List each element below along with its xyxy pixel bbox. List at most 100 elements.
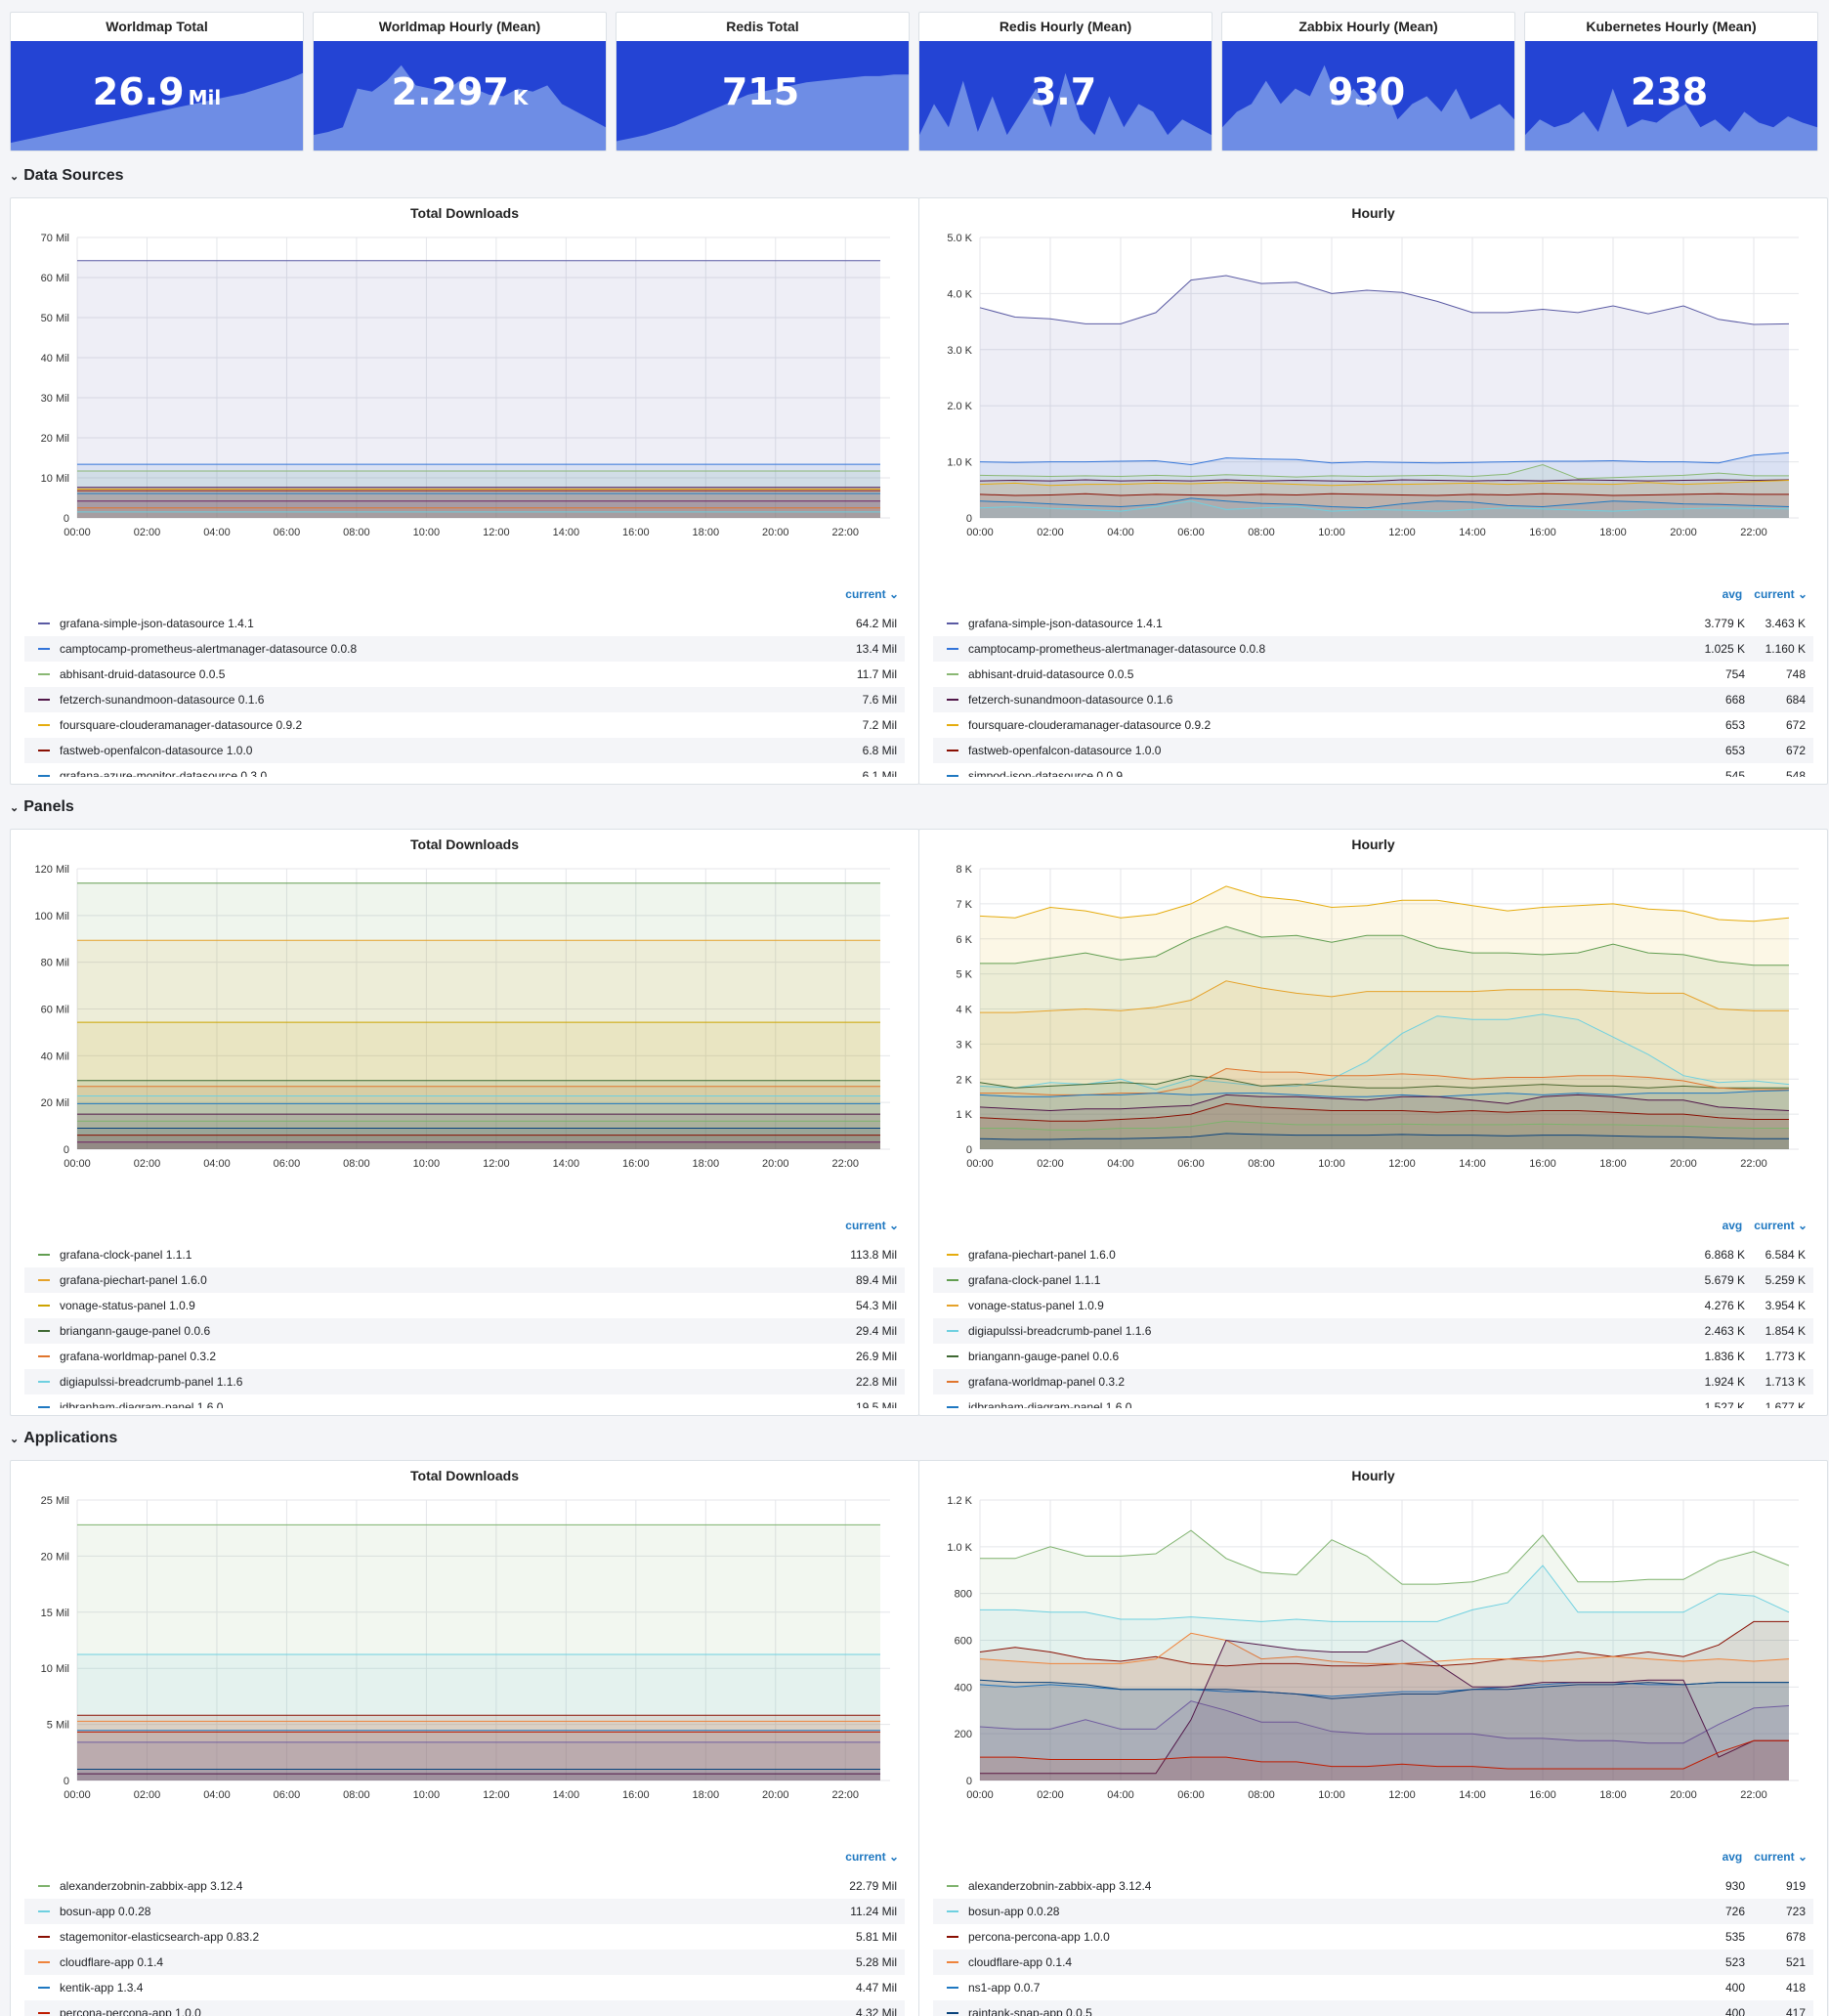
series-line: [979, 451, 1790, 466]
legend-item[interactable]: grafana-worldmap-panel 0.3.2 1.924 K 1.713…: [933, 1369, 1813, 1394]
legend-item[interactable]: simpod-json-datasource 0.0.9 545 548: [933, 763, 1813, 777]
stat-panel[interactable]: Kubernetes Hourly (Mean) 238: [1524, 12, 1818, 151]
chart-plot[interactable]: 0 1.0 K 2.0 K 3.0 K 4.0 K 5.0 K 00:00 02:00 04:0…: [919, 228, 1827, 550]
stat-panel[interactable]: Zabbix Hourly (Mean) 930: [1221, 12, 1515, 151]
legend-item[interactable]: bosun-app 0.0.28 11.24 Mil: [24, 1899, 905, 1924]
legend-sort-current[interactable]: current ⌄: [1754, 587, 1808, 601]
legend-item[interactable]: grafana-simple-json-datasource 1.4.1 64.2…: [24, 611, 905, 636]
legend-item[interactable]: grafana-piechart-panel 1.6.0 6.868 K 6.584…: [933, 1242, 1813, 1267]
legend-sort-current[interactable]: current ⌄: [845, 587, 899, 601]
legend-sort-avg[interactable]: avg: [1722, 1850, 1743, 1864]
x-tick-label: 22:00: [1740, 1158, 1767, 1170]
y-tick-label: 60 Mil: [41, 273, 69, 284]
x-tick-label: 16:00: [1529, 527, 1556, 538]
legend-color-swatch: [947, 1305, 958, 1307]
legend-item[interactable]: grafana-clock-panel 1.1.1 5.679 K 5.259 K: [933, 1267, 1813, 1293]
stat-panel[interactable]: Redis Hourly (Mean) 3.7: [918, 12, 1212, 151]
legend-sort-current[interactable]: current ⌄: [1754, 1850, 1808, 1864]
hourly-panel[interactable]: Hourly 0 1.0 K 2.0 K 3.0 K 4.0 K 5.0 K 00:00 02:…: [918, 197, 1828, 785]
legend-sort-avg[interactable]: avg: [1722, 1219, 1743, 1232]
legend-item[interactable]: fastweb-openfalcon-datasource 1.0.0 6.8 M…: [24, 738, 905, 763]
legend-list[interactable]: grafana-clock-panel 1.1.1 113.8 Mil grafan…: [24, 1242, 905, 1408]
legend-item[interactable]: camptocamp-prometheus-alertmanager-datas…: [933, 636, 1813, 662]
legend-list[interactable]: alexanderzobnin-zabbix-app 3.12.4 22.79 M…: [24, 1873, 905, 2016]
stat-number: 26.9: [92, 70, 185, 113]
legend-item[interactable]: kentik-app 1.3.4 4.47 Mil: [24, 1975, 905, 2000]
row-header[interactable]: ⌄ Applications: [10, 1427, 117, 1450]
legend-item[interactable]: foursquare-clouderamanager-datasource 0.…: [933, 712, 1813, 738]
series-area: [77, 500, 880, 518]
legend-list[interactable]: grafana-simple-json-datasource 1.4.1 64.2…: [24, 611, 905, 777]
legend-current-value: 672: [1785, 744, 1806, 757]
legend-item[interactable]: grafana-simple-json-datasource 1.4.1 3.77…: [933, 611, 1813, 636]
series-line: [980, 980, 1789, 1013]
legend-item[interactable]: fetzerch-sunandmoon-datasource 0.1.6 7.6 …: [24, 687, 905, 712]
legend-item[interactable]: percona-percona-app 1.0.0 535 678: [933, 1924, 1813, 1950]
legend-item[interactable]: raintank-snap-app 0.0.5 400 417: [933, 2000, 1813, 2016]
series-line: [979, 1013, 1790, 1091]
chart-plot[interactable]: 0 1 K 2 K 3 K 4 K 5 K 6 K 7 K 8 K 00:00 02:00 04:00…: [919, 859, 1827, 1181]
legend-avg-value: 653: [1724, 744, 1745, 757]
chart-plot[interactable]: 0 20 Mil 40 Mil 60 Mil 80 Mil 100 Mil 120 Mil 0…: [11, 859, 918, 1181]
legend-item[interactable]: briangann-gauge-panel 0.0.6 1.836 K 1.773 …: [933, 1344, 1813, 1369]
y-tick-label: 3 K: [956, 1039, 972, 1051]
legend-color-swatch: [38, 2012, 50, 2014]
legend-list[interactable]: grafana-simple-json-datasource 1.4.1 3.77…: [933, 611, 1813, 777]
legend-item[interactable]: grafana-azure-monitor-datasource 0.3.0 6.…: [24, 763, 905, 777]
legend-item[interactable]: vonage-status-panel 1.0.9 54.3 Mil: [24, 1293, 905, 1318]
legend-item[interactable]: cloudflare-app 0.1.4 523 521: [933, 1950, 1813, 1975]
total-downloads-panel[interactable]: Total Downloads 0 5 Mil 10 Mil 15 Mil 20 Mil 2…: [10, 1460, 919, 2016]
hourly-panel[interactable]: Hourly 0 1 K 2 K 3 K 4 K 5 K 6 K 7 K 8 K 00:00 02:0…: [918, 829, 1828, 1416]
legend-item[interactable]: abhisant-druid-datasource 0.0.5 754 748: [933, 662, 1813, 687]
row-header[interactable]: ⌄ Data Sources: [10, 164, 123, 188]
legend-item[interactable]: jdbranham-diagram-panel 1.6.0 1.527 K 1.67…: [933, 1394, 1813, 1408]
total-downloads-panel[interactable]: Total Downloads 0 10 Mil 20 Mil 30 Mil 40 Mil…: [10, 197, 919, 785]
legend-list[interactable]: grafana-piechart-panel 1.6.0 6.868 K 6.584…: [933, 1242, 1813, 1408]
legend-sort-avg[interactable]: avg: [1722, 587, 1743, 601]
legend-item[interactable]: digiapulssi-breadcrumb-panel 1.1.6 2.463 …: [933, 1318, 1813, 1344]
stat-panel[interactable]: Redis Total 715: [616, 12, 910, 151]
x-tick-label: 00:00: [966, 1158, 994, 1170]
series-line: [979, 497, 1790, 509]
legend-item[interactable]: bosun-app 0.0.28 726 723: [933, 1899, 1813, 1924]
legend-list[interactable]: alexanderzobnin-zabbix-app 3.12.4 930 919 b…: [933, 1873, 1813, 2016]
legend-item[interactable]: percona-percona-app 1.0.0 4.32 Mil: [24, 2000, 905, 2016]
legend-item[interactable]: abhisant-druid-datasource 0.0.5 11.7 Mil: [24, 662, 905, 687]
legend-color-swatch: [947, 1406, 958, 1408]
legend-item[interactable]: cloudflare-app 0.1.4 5.28 Mil: [24, 1950, 905, 1975]
y-tick-label: 2 K: [956, 1074, 972, 1086]
legend-item[interactable]: jdbranham-diagram-panel 1.6.0 19.5 Mil: [24, 1394, 905, 1408]
legend-item[interactable]: vonage-status-panel 1.0.9 4.276 K 3.954 K: [933, 1293, 1813, 1318]
legend-item[interactable]: briangann-gauge-panel 0.0.6 29.4 Mil: [24, 1318, 905, 1344]
legend-item[interactable]: alexanderzobnin-zabbix-app 3.12.4 930 919: [933, 1873, 1813, 1899]
legend-item[interactable]: grafana-worldmap-panel 0.3.2 26.9 Mil: [24, 1344, 905, 1369]
legend-sort-current[interactable]: current ⌄: [1754, 1219, 1808, 1232]
row-header[interactable]: ⌄ Panels: [10, 795, 74, 819]
legend-item[interactable]: fetzerch-sunandmoon-datasource 0.1.6 668 6…: [933, 687, 1813, 712]
legend-item[interactable]: fastweb-openfalcon-datasource 1.0.0 653 67…: [933, 738, 1813, 763]
row-title: Applications: [23, 1430, 118, 1446]
total-downloads-panel[interactable]: Total Downloads 0 20 Mil 40 Mil 60 Mil 80 Mil…: [10, 829, 919, 1416]
hourly-panel[interactable]: Hourly 0 200 400 600 800 1.0 K 1.2 K 00:00 02:00 0…: [918, 1460, 1828, 2016]
chart-plot[interactable]: 0 10 Mil 20 Mil 30 Mil 40 Mil 50 Mil 60 Mil 70 …: [11, 228, 918, 550]
legend-item[interactable]: camptocamp-prometheus-alertmanager-datas…: [24, 636, 905, 662]
chart-plot[interactable]: 0 5 Mil 10 Mil 15 Mil 20 Mil 25 Mil 00:00 02:00…: [11, 1490, 918, 1813]
legend-item[interactable]: stagemonitor-elasticsearch-app 0.83.2 5.8…: [24, 1924, 905, 1950]
legend-item[interactable]: foursquare-clouderamanager-datasource 0.…: [24, 712, 905, 738]
legend-color-swatch: [38, 1254, 50, 1256]
legend-item[interactable]: ns1-app 0.0.7 400 418: [933, 1975, 1813, 2000]
legend-item[interactable]: digiapulssi-breadcrumb-panel 1.1.6 22.8 M…: [24, 1369, 905, 1394]
chart-plot[interactable]: 0 200 400 600 800 1.0 K 1.2 K 00:00 02:00 04:00 06…: [919, 1490, 1827, 1813]
x-tick-label: 08:00: [343, 1158, 370, 1170]
legend-item[interactable]: grafana-piechart-panel 1.6.0 89.4 Mil: [24, 1267, 905, 1293]
legend-item[interactable]: alexanderzobnin-zabbix-app 3.12.4 22.79 M…: [24, 1873, 905, 1899]
stat-panel[interactable]: Worldmap Total 26.9 Mil: [10, 12, 304, 151]
legend-item[interactable]: grafana-clock-panel 1.1.1 113.8 Mil: [24, 1242, 905, 1267]
series-area: [980, 464, 1789, 518]
series-line: [979, 1679, 1789, 1699]
legend-color-swatch: [947, 1254, 958, 1256]
legend-sort-current[interactable]: current ⌄: [845, 1850, 899, 1864]
legend-sort-current[interactable]: current ⌄: [845, 1219, 899, 1232]
stat-panel[interactable]: Worldmap Hourly (Mean) 2.297 K: [313, 12, 607, 151]
x-tick-label: 02:00: [134, 1158, 161, 1170]
